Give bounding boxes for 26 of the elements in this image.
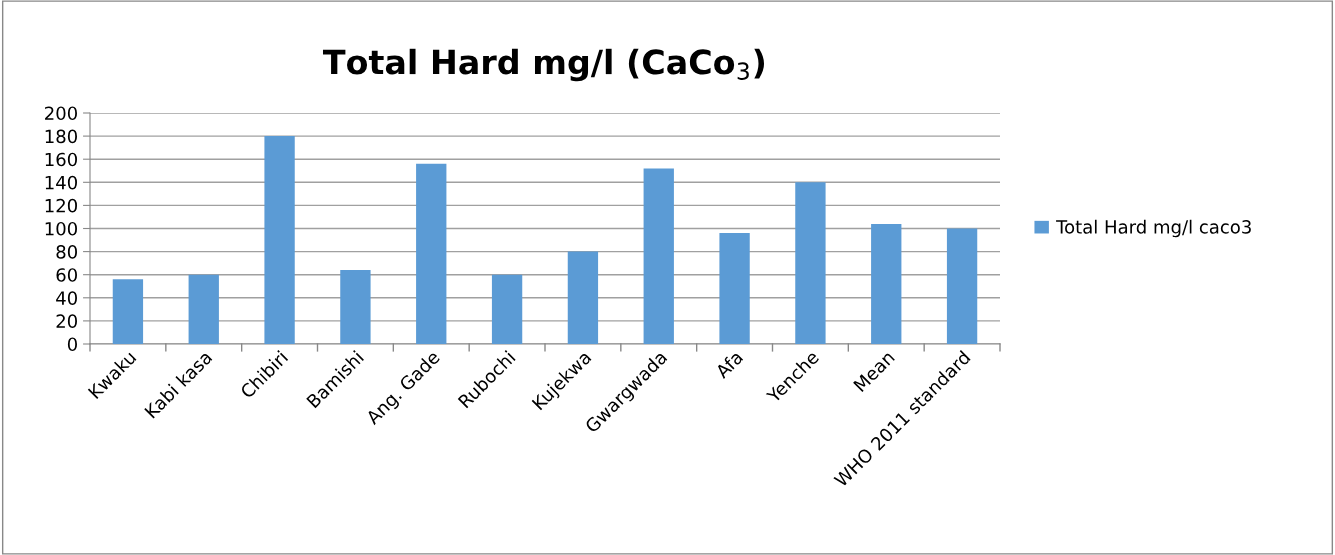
bar [491, 274, 523, 344]
y-tick-label: 100 [45, 221, 77, 236]
y-tick-label: 180 [45, 129, 77, 144]
y-tick-label: 40 [56, 291, 77, 305]
y-tick-label: 200 [45, 106, 77, 121]
bar [112, 279, 144, 344]
bar [795, 182, 826, 344]
bar [871, 223, 902, 344]
chart-title: Total Hard mg/l (CaCo$_{3}$) [322, 48, 765, 82]
bar [567, 251, 599, 344]
y-tick-label: 80 [56, 245, 77, 259]
legend-label: Total Hard mg/l caco3 [1056, 219, 1251, 238]
bar [188, 274, 219, 344]
y-tick-label: 120 [45, 198, 77, 213]
x-tick-label: Afa [714, 350, 744, 380]
bar [264, 136, 295, 344]
bar [340, 270, 371, 344]
bar [643, 168, 674, 344]
y-tick-label: 160 [45, 152, 77, 167]
bar [719, 233, 750, 344]
y-tick-label: 60 [56, 268, 77, 282]
y-tick-label: 140 [45, 175, 77, 190]
bar [416, 163, 447, 344]
y-tick-label: 20 [56, 314, 77, 329]
y-tick-label: 0 [67, 337, 77, 352]
bar [946, 228, 978, 344]
